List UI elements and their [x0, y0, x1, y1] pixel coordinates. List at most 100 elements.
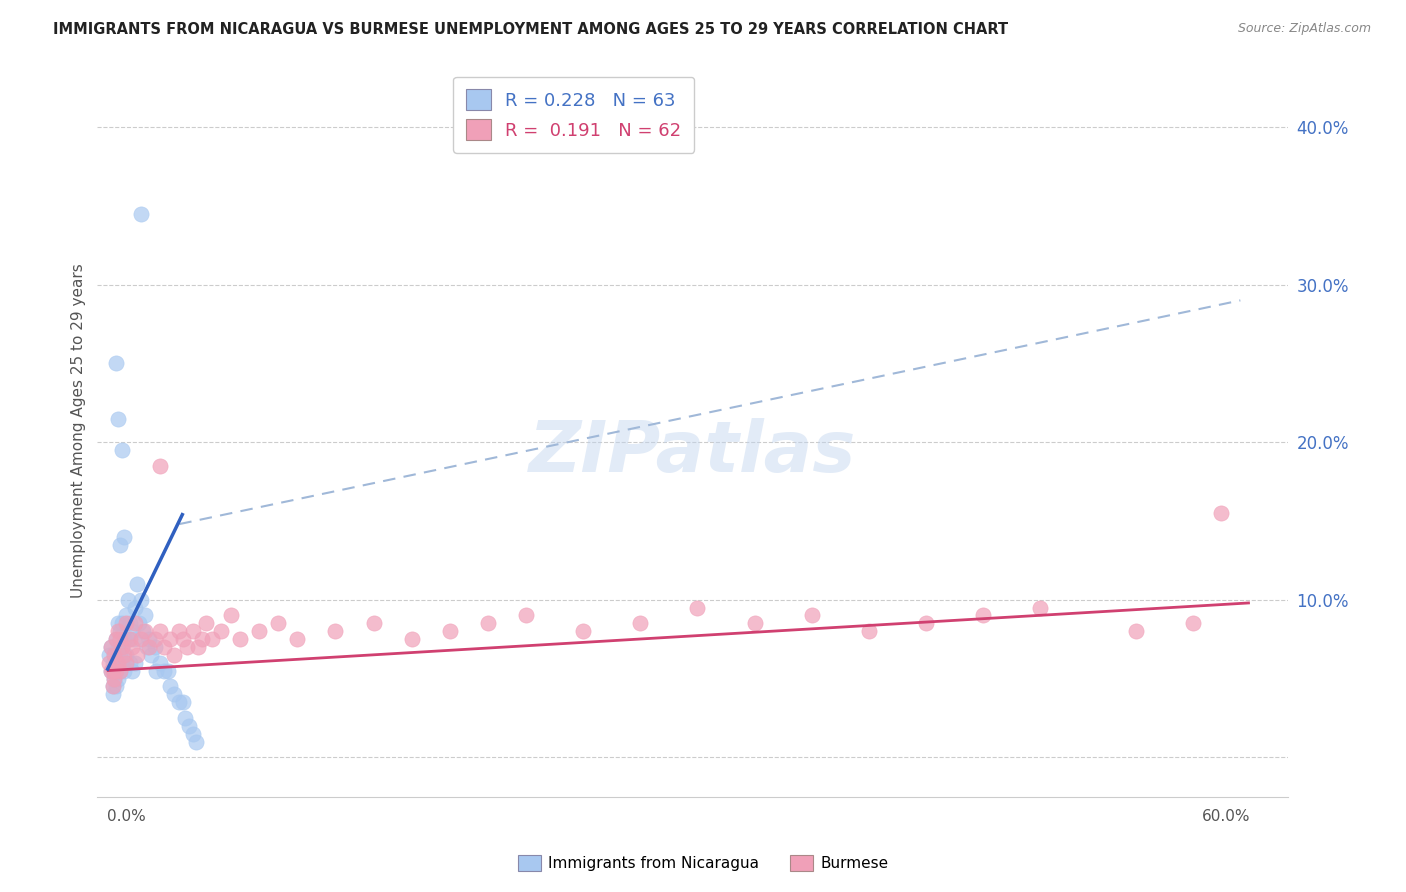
Point [1125, 624, 1147, 639]
Point [169, 624, 191, 639]
Point [915, 616, 938, 631]
Point [103, 664, 125, 678]
Point [287, 632, 309, 646]
Point [858, 624, 880, 639]
Point [181, 624, 204, 639]
Point [105, 632, 128, 646]
Text: IMMIGRANTS FROM NICARAGUA VS BURMESE UNEMPLOYMENT AMONG AGES 25 TO 29 YEARS CORR: IMMIGRANTS FROM NICARAGUA VS BURMESE UNE… [53, 22, 1008, 37]
Point [686, 600, 709, 615]
Point [108, 538, 131, 552]
Point [181, 726, 204, 740]
Point [111, 443, 134, 458]
Point [172, 632, 194, 646]
Point [267, 616, 290, 631]
Point [111, 616, 134, 631]
Point [139, 648, 162, 662]
Point [132, 624, 155, 639]
Point [149, 624, 172, 639]
Text: 60.0%: 60.0% [1201, 809, 1250, 824]
Point [177, 719, 200, 733]
Point [138, 632, 160, 646]
Point [129, 207, 152, 221]
Point [103, 672, 125, 686]
Point [105, 664, 128, 678]
Point [143, 640, 166, 654]
Point [105, 632, 128, 646]
Point [186, 734, 208, 748]
Point [153, 640, 176, 654]
Point [100, 664, 122, 678]
Point [219, 608, 242, 623]
Text: ZIPatlas: ZIPatlas [529, 417, 856, 487]
Point [209, 624, 232, 639]
Point [107, 656, 129, 670]
Point [172, 695, 194, 709]
Point [101, 656, 124, 670]
Point [105, 664, 128, 678]
Point [122, 632, 145, 646]
Point [229, 632, 252, 646]
Point [103, 672, 125, 686]
Point [127, 577, 149, 591]
Point [159, 632, 181, 646]
Point [143, 632, 166, 646]
Point [107, 672, 129, 686]
Point [194, 616, 217, 631]
Point [108, 664, 131, 678]
Point [247, 624, 270, 639]
Point [101, 679, 124, 693]
Point [115, 648, 138, 662]
Point [121, 664, 143, 678]
Point [100, 664, 122, 678]
Point [107, 616, 129, 631]
Point [107, 640, 129, 654]
Point [325, 624, 347, 639]
Point [108, 648, 131, 662]
Y-axis label: Unemployment Among Ages 25 to 29 years: Unemployment Among Ages 25 to 29 years [72, 263, 86, 598]
Point [115, 656, 138, 670]
Text: Source: ZipAtlas.com: Source: ZipAtlas.com [1237, 22, 1371, 36]
Point [100, 640, 122, 654]
Point [628, 616, 651, 631]
Point [153, 664, 176, 678]
Point [135, 640, 157, 654]
Point [572, 624, 595, 639]
Point [159, 679, 181, 693]
Point [134, 608, 156, 623]
Point [107, 624, 129, 639]
Point [124, 656, 146, 670]
Point [105, 679, 128, 693]
Point [112, 648, 135, 662]
Point [117, 592, 139, 607]
Point [111, 640, 134, 654]
Point [439, 624, 461, 639]
Point [97, 656, 120, 670]
Point [800, 608, 823, 623]
Point [107, 411, 129, 425]
Point [121, 624, 143, 639]
Point [138, 640, 160, 654]
Point [112, 530, 135, 544]
Point [108, 632, 131, 646]
Point [103, 648, 125, 662]
Point [100, 640, 122, 654]
Point [134, 624, 156, 639]
Point [108, 664, 131, 678]
Point [118, 656, 141, 670]
Point [162, 648, 184, 662]
Point [149, 656, 172, 670]
Point [105, 648, 128, 662]
Point [121, 640, 143, 654]
Point [127, 648, 149, 662]
Point [129, 632, 152, 646]
Point [107, 656, 129, 670]
Point [145, 664, 167, 678]
Text: 0.0%: 0.0% [107, 809, 146, 824]
Point [1211, 506, 1233, 520]
Point [174, 711, 197, 725]
Point [105, 356, 128, 370]
Point [477, 616, 499, 631]
Point [128, 616, 150, 631]
Point [515, 608, 537, 623]
Point [101, 679, 124, 693]
